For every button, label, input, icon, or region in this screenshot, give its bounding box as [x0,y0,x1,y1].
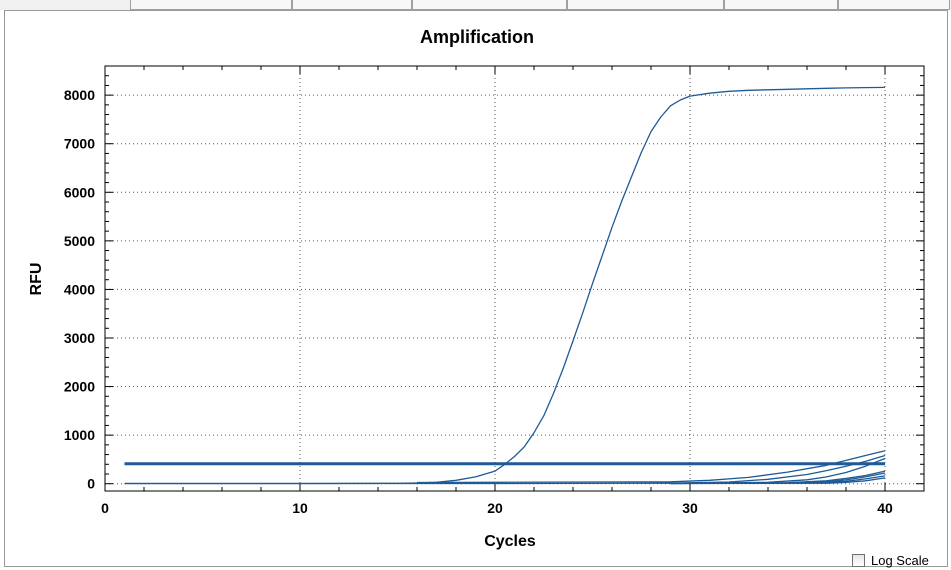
y-tick-label: 8000 [64,87,95,103]
plot-area: 0 10 20 30 40 0 1000 2000 3000 4000 5000 6000 7000 80… [64,65,925,516]
x-axis-label: Cycles [484,533,536,550]
tab-strip [0,0,951,10]
tab[interactable] [567,0,724,10]
log-scale-checkbox[interactable] [852,553,865,567]
amplification-chart: Amplification RFU Cycles 0 10 20 30 40 0 1000 2… [28,27,925,550]
y-tick-label: 1000 [64,427,95,443]
series-line [670,477,886,485]
x-tick-label: 20 [487,500,503,516]
series-line [124,454,886,485]
x-tick-label: 10 [292,500,308,516]
y-tick-label: 4000 [64,281,95,297]
x-tick-label: 30 [682,500,698,516]
y-tick-label: 2000 [64,379,95,395]
series-line [416,450,886,484]
series-line [670,457,886,484]
y-tick-label: 6000 [64,184,95,200]
y-tick-label: 7000 [64,136,95,152]
tab[interactable] [130,0,292,10]
tab[interactable] [724,0,838,10]
tab[interactable] [838,0,950,10]
tab[interactable] [412,0,567,10]
log-scale-label: Log Scale [871,552,929,568]
chart-panel: Amplification RFU Cycles 0 10 20 30 40 0 1000 2… [4,10,948,569]
y-tick-label: 0 [87,476,95,492]
x-tick-label: 0 [101,500,109,516]
tab[interactable] [292,0,412,10]
log-scale-toggle[interactable]: Log Scale [852,551,929,569]
y-axis-label: RFU [28,263,45,296]
y-tick-label: 3000 [64,330,95,346]
y-tick-label: 5000 [64,233,95,249]
chart-title: Amplification [420,27,534,47]
x-tick-label: 40 [877,500,893,516]
series-line [124,86,886,485]
plot-border [104,65,925,492]
